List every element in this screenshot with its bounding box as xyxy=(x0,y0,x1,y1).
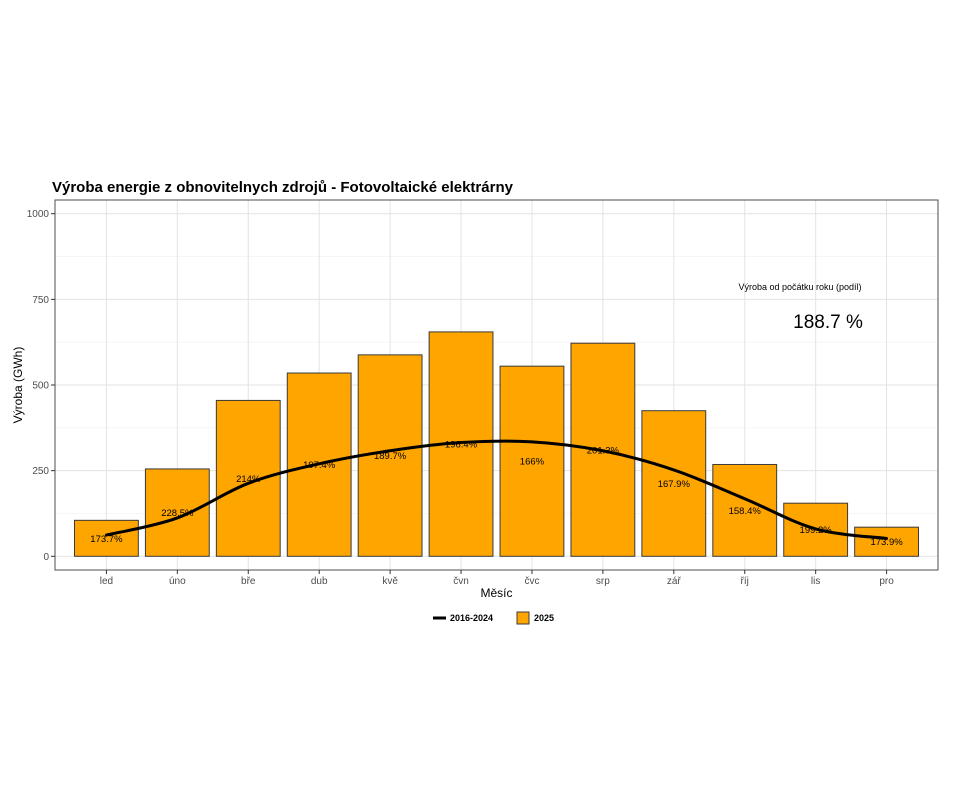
axis-layer: 0 250 500 750 1000 led úno bře dub kvě čvn čvc srp zá… xyxy=(27,209,894,587)
x-axis-title: Měsíc xyxy=(480,586,512,600)
y-tick-label: 0 xyxy=(43,552,49,563)
bar-data-label: 189.7% xyxy=(374,451,407,462)
x-tick-label: čvc xyxy=(524,576,539,587)
bar-data-label: 228.5% xyxy=(161,508,194,519)
x-tick-label: úno xyxy=(169,576,186,587)
y-tick-label: 1000 xyxy=(27,209,50,220)
bar-data-label: 167.9% xyxy=(658,479,691,490)
y-tick-label: 750 xyxy=(32,295,49,306)
bar-led xyxy=(74,519,139,557)
line-layer xyxy=(104,439,889,540)
bar-data-label: 173.9% xyxy=(870,537,903,548)
legend: 2016-2024 2025 xyxy=(433,611,554,625)
x-tick-label: čvn xyxy=(453,576,469,587)
bar-data-label: 158.4% xyxy=(729,506,762,517)
x-tick-label: říj xyxy=(741,576,749,587)
x-tick-label: lis xyxy=(811,576,820,587)
bar-data-label: 199.2% xyxy=(800,525,833,536)
x-tick-label: dub xyxy=(311,576,328,587)
x-tick-label: zář xyxy=(667,576,682,587)
y-tick-label: 500 xyxy=(32,381,49,392)
annotation-value: 188.7 % xyxy=(793,312,863,333)
bar-čvc xyxy=(499,365,565,557)
bar-říj xyxy=(712,463,778,557)
annotation-label: Výroba od počátku roku (podíl) xyxy=(738,282,861,292)
y-tick-label: 250 xyxy=(32,466,49,477)
x-tick-label: pro xyxy=(879,576,894,587)
bar-data-label: 197.4% xyxy=(303,460,336,471)
bar-layer xyxy=(74,331,919,557)
bar-label-layer: 173.7%228.5%214%197.4%189.7%196.4%166%20… xyxy=(90,440,903,549)
line-series-2016-2024 xyxy=(104,439,889,540)
bar-data-label: 173.7% xyxy=(90,534,123,545)
bar-úno xyxy=(144,468,210,557)
bar-bře xyxy=(215,399,281,557)
bar-data-label: 166% xyxy=(520,457,545,468)
bar-pro xyxy=(854,526,919,557)
x-tick-label: kvě xyxy=(382,576,398,587)
legend-label-line: 2016-2024 xyxy=(450,613,493,623)
bar-lis xyxy=(783,502,849,557)
chart-title: Výroba energie z obnovitelnych zdrojů - … xyxy=(52,179,513,196)
bar-data-label: 214% xyxy=(236,474,261,485)
x-tick-label: bře xyxy=(241,576,256,587)
y-axis-title: Výroba (GWh) xyxy=(11,347,25,424)
legend-label-bar: 2025 xyxy=(534,613,554,623)
x-tick-label: led xyxy=(100,576,113,587)
bar-zář xyxy=(641,410,707,557)
bar-data-label: 196.4% xyxy=(445,440,478,451)
legend-bar-key xyxy=(516,611,530,625)
x-tick-label: srp xyxy=(596,576,610,587)
